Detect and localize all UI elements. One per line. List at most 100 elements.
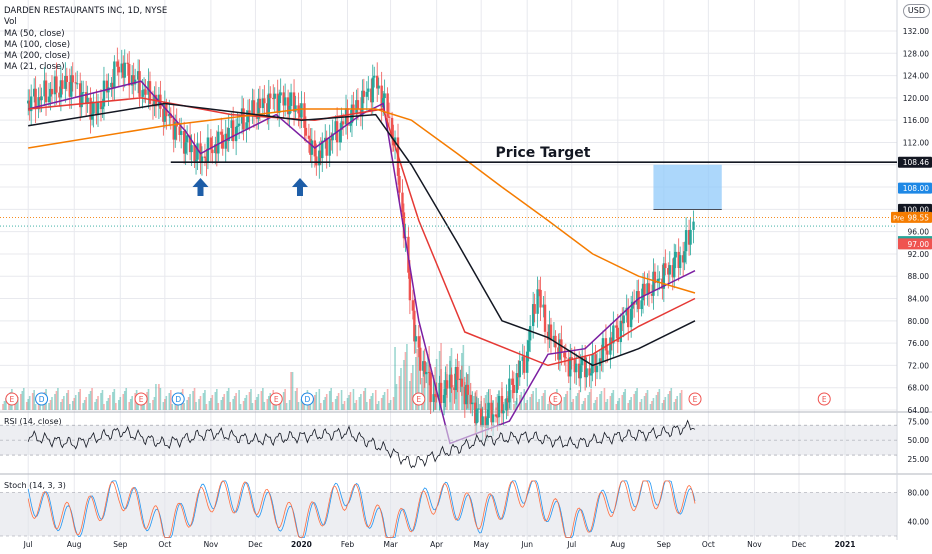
- candle-body: [606, 350, 609, 355]
- candle-body: [138, 71, 141, 97]
- candle-body: [252, 100, 256, 115]
- currency-badge[interactable]: USD: [902, 4, 930, 18]
- candle-body: [211, 149, 214, 154]
- candle-body: [647, 283, 651, 294]
- candle-body: [298, 113, 302, 118]
- legend-ma100[interactable]: MA (100, close): [4, 39, 71, 50]
- candle-body: [557, 347, 560, 360]
- candle-body: [53, 76, 57, 95]
- volume-bar: [61, 399, 64, 410]
- candle-body: [71, 75, 74, 83]
- stoch-d-line: [27, 480, 696, 538]
- legend-ma21[interactable]: MA (21, close): [4, 62, 65, 73]
- volume-bar: [49, 400, 52, 410]
- volume-bar: [416, 349, 419, 410]
- price-axis-label: 92.00: [908, 250, 930, 259]
- volume-bar: [661, 403, 664, 410]
- candle-body: [286, 97, 290, 115]
- candle-body: [237, 123, 241, 126]
- volume-bar: [674, 399, 677, 410]
- candle-body: [47, 96, 51, 103]
- candle-body: [214, 144, 217, 154]
- candle-body: [471, 402, 474, 405]
- candle-body: [671, 265, 674, 278]
- candle-body: [68, 81, 71, 97]
- volume-bar: [95, 399, 98, 410]
- volume-bar: [377, 401, 380, 410]
- volume-bar: [628, 400, 631, 410]
- legend-ma50[interactable]: MA (50, close): [4, 28, 65, 39]
- candle-body: [162, 108, 165, 122]
- candle-body: [419, 347, 422, 371]
- volume-bar: [199, 396, 202, 410]
- candle-body: [242, 108, 245, 130]
- volume-bar: [536, 402, 539, 410]
- volume-bar: [74, 395, 77, 410]
- volume-bar: [2, 404, 4, 410]
- volume-bar: [315, 392, 318, 410]
- volume-bar: [97, 396, 99, 410]
- candle-body: [319, 150, 322, 159]
- target-zone: [653, 164, 722, 210]
- candle-body: [371, 77, 374, 103]
- dividend-marker: [35, 392, 49, 406]
- time-axis-label: Nov: [747, 540, 762, 549]
- candle-body: [89, 97, 92, 120]
- volume-bar: [548, 401, 551, 410]
- candle-body: [631, 301, 634, 309]
- candle-body: [569, 357, 572, 377]
- volume-bar: [569, 388, 572, 410]
- candle-body: [370, 88, 373, 103]
- volume-bar: [514, 401, 517, 410]
- volume-bar: [198, 399, 200, 410]
- legend-ma200[interactable]: MA (200, close): [4, 51, 71, 62]
- candle-body: [677, 251, 680, 268]
- candle-body: [689, 229, 692, 245]
- event-marker-label: E: [416, 395, 421, 404]
- candle-body: [29, 96, 33, 112]
- candle-body: [96, 102, 100, 116]
- volume-bar: [226, 391, 229, 410]
- candle-body: [44, 80, 48, 103]
- level-badge-stop-bg: [898, 238, 932, 250]
- volume-bar: [603, 388, 606, 410]
- earnings-marker: [412, 392, 426, 406]
- volume-bar: [57, 388, 59, 410]
- event-marker-label: D: [305, 395, 311, 404]
- volume-bar: [149, 403, 151, 410]
- price-axis-label: 116.00: [903, 116, 929, 125]
- candle-body: [113, 61, 116, 89]
- event-marker-label: E: [274, 395, 279, 404]
- volume-bar: [646, 390, 649, 410]
- volume-bar: [158, 384, 160, 410]
- candle-body: [188, 135, 192, 153]
- volume-bar: [189, 394, 191, 410]
- candle-body: [142, 89, 146, 91]
- time-axis-label: Dec: [792, 540, 807, 549]
- dividend-marker: [300, 392, 314, 406]
- candle-body: [90, 113, 94, 120]
- volume-bar: [251, 403, 254, 410]
- candle-body: [653, 271, 657, 284]
- volume-bar: [220, 400, 223, 410]
- candle-body: [463, 386, 467, 405]
- volume-bar: [576, 393, 579, 410]
- legend-volume[interactable]: Vol: [4, 17, 17, 28]
- time-axis-label: May: [473, 540, 489, 549]
- candle-body: [615, 325, 618, 328]
- volume-bar: [371, 393, 374, 410]
- candle-body: [423, 361, 426, 375]
- volume-bar: [426, 354, 429, 410]
- earnings-marker: [817, 392, 831, 406]
- volume-bar: [268, 396, 270, 410]
- volume-bar: [388, 403, 390, 410]
- candle-body: [194, 159, 198, 162]
- volume-bar: [417, 341, 420, 410]
- candle-body: [122, 63, 125, 78]
- symbol-title[interactable]: DARDEN RESTAURANTS INC, 1D, NYSE: [4, 6, 168, 16]
- volume-bar: [239, 404, 242, 410]
- volume-bar: [658, 389, 661, 410]
- volume-bar: [398, 376, 401, 410]
